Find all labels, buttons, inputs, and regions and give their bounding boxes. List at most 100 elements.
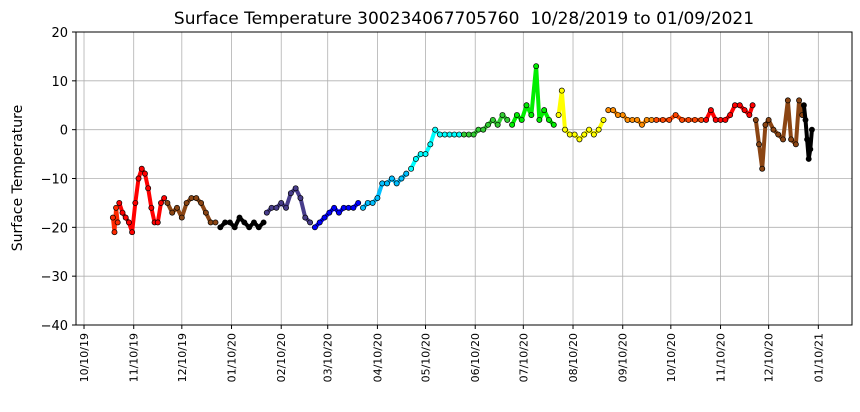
data-point bbox=[207, 219, 214, 226]
data-point bbox=[111, 229, 118, 236]
data-point bbox=[614, 112, 621, 118]
data-point bbox=[619, 112, 626, 118]
data-point bbox=[369, 199, 376, 206]
data-point bbox=[566, 131, 573, 138]
data-point bbox=[158, 199, 164, 206]
data-point bbox=[393, 180, 400, 187]
y-tick-label: −30 bbox=[41, 270, 68, 285]
series-line bbox=[110, 205, 120, 235]
data-point bbox=[417, 151, 424, 158]
data-point bbox=[422, 151, 429, 158]
x-tick-label: 12/10/20 bbox=[763, 333, 776, 382]
data-point bbox=[571, 131, 578, 138]
x-tick-label: 02/10/20 bbox=[275, 333, 288, 382]
y-axis-label: Surface Temperature bbox=[10, 105, 26, 251]
data-point bbox=[138, 165, 145, 172]
data-point bbox=[712, 116, 719, 123]
data-point bbox=[576, 136, 583, 143]
data-point bbox=[236, 214, 243, 221]
data-point bbox=[198, 199, 205, 206]
series-line bbox=[165, 196, 216, 225]
data-point bbox=[350, 204, 357, 211]
data-point bbox=[114, 219, 121, 226]
data-point bbox=[504, 116, 511, 123]
data-point bbox=[558, 87, 565, 94]
data-point bbox=[802, 116, 809, 123]
data-point bbox=[741, 107, 748, 114]
data-point bbox=[427, 141, 434, 148]
data-point bbox=[727, 112, 734, 118]
data-point bbox=[331, 204, 338, 211]
x-tick-label: 01/10/21 bbox=[812, 333, 825, 382]
data-point bbox=[610, 107, 617, 114]
data-point bbox=[788, 136, 795, 143]
x-tick-label: 01/10/20 bbox=[226, 333, 239, 382]
data-point bbox=[536, 116, 543, 123]
data-point bbox=[135, 175, 142, 182]
y-tick-label: −10 bbox=[41, 173, 68, 188]
data-point bbox=[475, 126, 482, 133]
data-point bbox=[762, 121, 769, 128]
data-point bbox=[541, 107, 548, 114]
data-point bbox=[605, 107, 612, 114]
data-point bbox=[691, 116, 698, 123]
data-point bbox=[461, 131, 467, 138]
data-point bbox=[183, 199, 190, 206]
x-tick-label: 10/10/19 bbox=[78, 333, 91, 382]
data-point bbox=[278, 199, 285, 206]
data-point bbox=[164, 199, 171, 206]
data-point bbox=[345, 204, 352, 211]
data-point bbox=[145, 185, 152, 192]
data-point bbox=[141, 170, 148, 177]
data-point bbox=[672, 112, 679, 118]
data-point bbox=[634, 116, 641, 123]
data-point bbox=[384, 180, 390, 187]
data-point bbox=[263, 209, 270, 216]
data-point bbox=[302, 214, 309, 221]
data-point bbox=[653, 116, 660, 123]
data-point bbox=[335, 209, 342, 216]
data-point bbox=[528, 112, 535, 118]
x-tick-label: 05/10/20 bbox=[420, 333, 433, 382]
data-point bbox=[679, 116, 685, 123]
data-point bbox=[796, 97, 803, 104]
data-point bbox=[555, 112, 562, 118]
data-point bbox=[550, 121, 557, 128]
data-point bbox=[287, 190, 294, 197]
data-point bbox=[624, 116, 631, 123]
data-point bbox=[451, 131, 458, 138]
data-point bbox=[523, 102, 530, 109]
data-point bbox=[398, 175, 405, 182]
data-point bbox=[698, 116, 705, 123]
data-point bbox=[784, 97, 791, 104]
data-point bbox=[255, 224, 262, 231]
data-point bbox=[629, 116, 636, 123]
data-point bbox=[659, 116, 666, 123]
data-point bbox=[129, 229, 136, 236]
data-point bbox=[408, 165, 415, 172]
data-point bbox=[470, 131, 477, 138]
data-point bbox=[116, 199, 123, 206]
data-point bbox=[119, 209, 126, 216]
data-point bbox=[749, 102, 756, 109]
x-tick-label: 12/10/19 bbox=[176, 333, 189, 382]
data-point bbox=[379, 180, 386, 187]
series-line bbox=[510, 64, 556, 127]
data-point bbox=[241, 219, 248, 226]
data-point bbox=[311, 224, 318, 231]
data-point bbox=[800, 102, 807, 109]
y-tick-label: 20 bbox=[51, 26, 68, 41]
x-tick-label: 09/10/20 bbox=[617, 333, 630, 382]
x-tick-label: 11/10/19 bbox=[128, 333, 141, 382]
data-point bbox=[154, 219, 161, 226]
data-point bbox=[340, 204, 347, 211]
x-tick-label: 07/10/20 bbox=[517, 333, 530, 382]
data-point bbox=[326, 209, 333, 216]
data-point bbox=[685, 116, 692, 123]
data-point bbox=[775, 131, 782, 138]
data-point bbox=[736, 102, 743, 109]
data-point bbox=[446, 131, 453, 138]
data-point bbox=[388, 175, 395, 182]
data-point bbox=[364, 199, 371, 206]
